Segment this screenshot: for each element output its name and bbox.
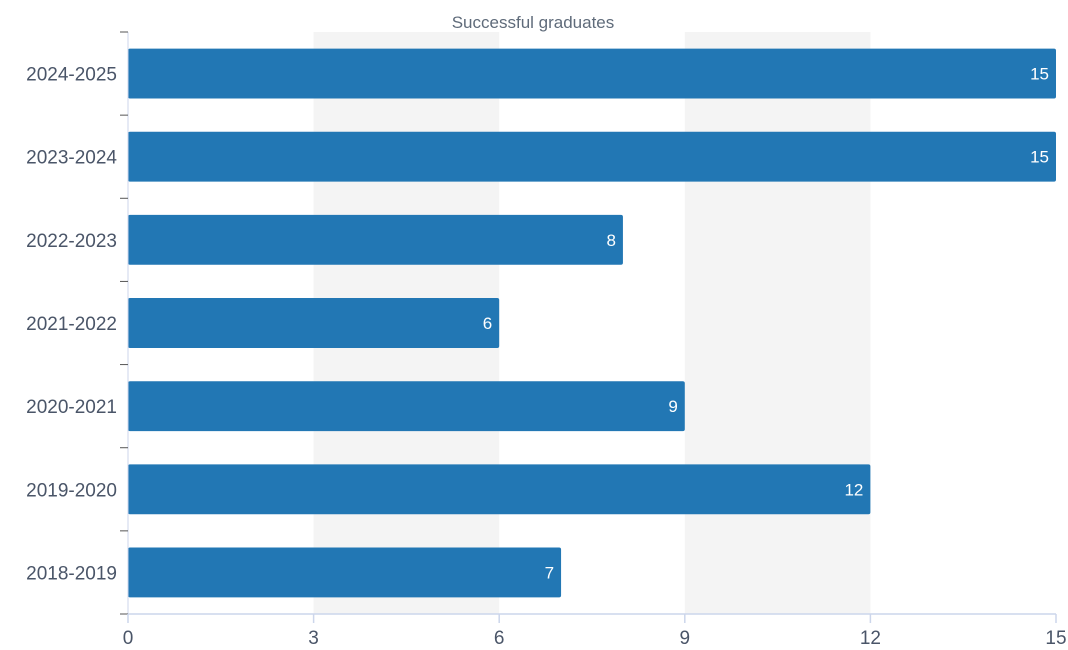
bars: 15 15 8 6 9 12 7 bbox=[128, 48, 1056, 598]
data-label: 8 bbox=[606, 231, 615, 250]
data-label: 6 bbox=[483, 314, 492, 333]
bar[interactable] bbox=[128, 214, 623, 265]
category-label: 2023-2024 bbox=[26, 148, 117, 169]
bar[interactable] bbox=[128, 131, 1056, 182]
x-tick-label: 15 bbox=[1045, 628, 1066, 649]
category-label: 2022-2023 bbox=[26, 231, 117, 252]
data-label: 15 bbox=[1030, 148, 1049, 167]
bar[interactable] bbox=[128, 464, 871, 515]
bar[interactable] bbox=[128, 298, 500, 348]
x-tick-label: 0 bbox=[123, 628, 134, 649]
chart-title: Successful graduates bbox=[452, 13, 615, 32]
category-label: 2021-2022 bbox=[26, 314, 117, 335]
x-tick-label: 6 bbox=[494, 628, 505, 649]
category-label: 2019-2020 bbox=[26, 480, 117, 501]
bar[interactable] bbox=[128, 381, 685, 432]
x-tick-label: 3 bbox=[308, 628, 319, 649]
category-label: 2024-2025 bbox=[26, 65, 117, 86]
axes: 2024-2025 2023-2024 2022-2023 2021-2022 2020… bbox=[26, 31, 1067, 649]
category-label: 2020-2021 bbox=[26, 397, 117, 418]
data-label: 12 bbox=[844, 480, 863, 499]
bar[interactable] bbox=[128, 48, 1056, 99]
bar[interactable] bbox=[128, 547, 562, 598]
x-tick-label: 12 bbox=[860, 628, 881, 649]
data-label: 7 bbox=[545, 563, 554, 582]
data-label: 9 bbox=[668, 397, 677, 416]
grid-band bbox=[684, 32, 871, 614]
category-label: 2018-2019 bbox=[26, 563, 117, 584]
x-tick-label: 9 bbox=[680, 628, 691, 649]
data-label: 15 bbox=[1030, 65, 1049, 84]
